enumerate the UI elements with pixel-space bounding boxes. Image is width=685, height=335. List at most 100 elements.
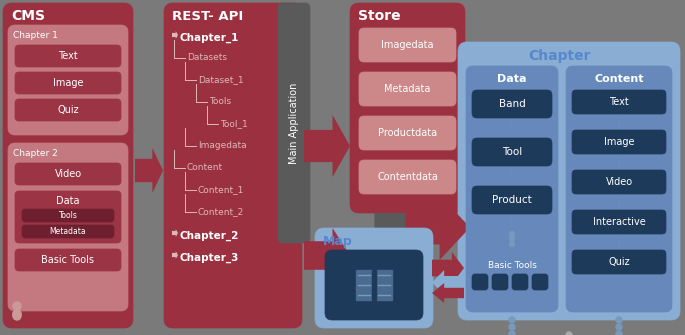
Text: Video: Video — [606, 177, 632, 187]
Polygon shape — [360, 213, 420, 248]
Circle shape — [510, 242, 514, 247]
Circle shape — [509, 317, 515, 323]
Text: Imagedata: Imagedata — [382, 40, 434, 50]
Circle shape — [510, 237, 514, 242]
Text: Image: Image — [53, 78, 84, 88]
Polygon shape — [304, 115, 350, 177]
FancyBboxPatch shape — [458, 42, 680, 320]
Text: Chapter_3: Chapter_3 — [180, 253, 239, 263]
Polygon shape — [432, 252, 464, 284]
Polygon shape — [390, 195, 470, 260]
Polygon shape — [172, 229, 178, 237]
Polygon shape — [376, 270, 392, 300]
Text: Contentdata: Contentdata — [377, 172, 438, 182]
Circle shape — [13, 302, 21, 310]
Text: Image: Image — [603, 137, 634, 147]
Text: Map: Map — [323, 236, 353, 249]
FancyBboxPatch shape — [359, 28, 456, 62]
Text: ⋮: ⋮ — [614, 237, 624, 247]
Text: Content_2: Content_2 — [198, 207, 245, 216]
Text: Data: Data — [56, 196, 79, 206]
Text: Quiz: Quiz — [57, 105, 79, 115]
FancyBboxPatch shape — [22, 225, 114, 238]
Text: Tools: Tools — [58, 211, 77, 220]
Polygon shape — [356, 270, 372, 300]
Text: ⋮: ⋮ — [507, 121, 517, 131]
Polygon shape — [135, 148, 163, 193]
Text: Interactive: Interactive — [593, 217, 645, 227]
Text: ⋮: ⋮ — [507, 217, 517, 227]
Text: Tools: Tools — [209, 97, 231, 107]
Circle shape — [13, 312, 21, 320]
Text: ⋮: ⋮ — [507, 169, 517, 179]
Text: Chapter 1: Chapter 1 — [13, 30, 58, 40]
Polygon shape — [304, 228, 350, 283]
Circle shape — [509, 331, 515, 335]
FancyBboxPatch shape — [15, 163, 121, 185]
Circle shape — [509, 324, 515, 330]
Circle shape — [616, 324, 622, 330]
Text: Chapter_1: Chapter_1 — [180, 33, 239, 43]
Circle shape — [566, 332, 572, 335]
Text: ⋮: ⋮ — [614, 117, 624, 127]
Polygon shape — [372, 270, 376, 300]
FancyBboxPatch shape — [15, 249, 121, 271]
FancyBboxPatch shape — [572, 130, 666, 154]
Text: Metadata: Metadata — [50, 227, 86, 236]
FancyBboxPatch shape — [572, 170, 666, 194]
Text: Chapter: Chapter — [528, 49, 590, 63]
Text: Quiz: Quiz — [608, 257, 630, 267]
FancyBboxPatch shape — [572, 90, 666, 114]
FancyBboxPatch shape — [466, 66, 558, 312]
Text: Content: Content — [595, 74, 644, 84]
Circle shape — [13, 310, 21, 318]
Text: CMS: CMS — [11, 9, 45, 23]
Text: Video: Video — [54, 169, 82, 179]
Text: ⋮: ⋮ — [614, 157, 624, 167]
Text: REST- API: REST- API — [172, 9, 243, 22]
Text: Product: Product — [492, 195, 532, 205]
FancyBboxPatch shape — [512, 274, 528, 290]
FancyBboxPatch shape — [359, 72, 456, 106]
Text: Main Application: Main Application — [289, 82, 299, 164]
FancyBboxPatch shape — [15, 45, 121, 67]
Text: Tool_1: Tool_1 — [220, 120, 248, 129]
FancyBboxPatch shape — [15, 99, 121, 121]
Polygon shape — [432, 283, 464, 303]
Text: Productdata: Productdata — [378, 128, 437, 138]
Polygon shape — [432, 270, 464, 295]
Circle shape — [616, 331, 622, 335]
FancyBboxPatch shape — [492, 274, 508, 290]
FancyBboxPatch shape — [278, 3, 310, 243]
FancyBboxPatch shape — [164, 3, 302, 328]
FancyBboxPatch shape — [8, 143, 128, 311]
Text: Basic Tools: Basic Tools — [488, 262, 536, 270]
Text: Content_1: Content_1 — [198, 186, 245, 195]
FancyBboxPatch shape — [315, 228, 433, 328]
Text: Dataset_1: Dataset_1 — [198, 75, 244, 84]
FancyBboxPatch shape — [472, 186, 552, 214]
FancyBboxPatch shape — [472, 138, 552, 166]
FancyBboxPatch shape — [359, 116, 456, 150]
FancyBboxPatch shape — [572, 250, 666, 274]
Text: Data: Data — [497, 74, 527, 84]
Text: Tool: Tool — [502, 147, 522, 157]
FancyBboxPatch shape — [532, 274, 548, 290]
Text: Basic Tools: Basic Tools — [42, 255, 95, 265]
Text: Chapter 2: Chapter 2 — [13, 148, 58, 157]
Text: Imagedata: Imagedata — [198, 141, 247, 150]
FancyBboxPatch shape — [3, 3, 133, 328]
Text: Store: Store — [358, 9, 401, 23]
FancyBboxPatch shape — [22, 209, 114, 222]
Circle shape — [510, 231, 514, 237]
FancyBboxPatch shape — [472, 274, 488, 290]
FancyBboxPatch shape — [359, 160, 456, 194]
FancyBboxPatch shape — [15, 191, 121, 243]
Text: Content: Content — [187, 163, 223, 173]
Polygon shape — [172, 251, 178, 259]
Text: Metadata: Metadata — [384, 84, 431, 94]
FancyBboxPatch shape — [325, 250, 423, 320]
FancyBboxPatch shape — [572, 210, 666, 234]
Text: Datasets: Datasets — [187, 54, 227, 63]
Text: Band: Band — [499, 99, 525, 109]
